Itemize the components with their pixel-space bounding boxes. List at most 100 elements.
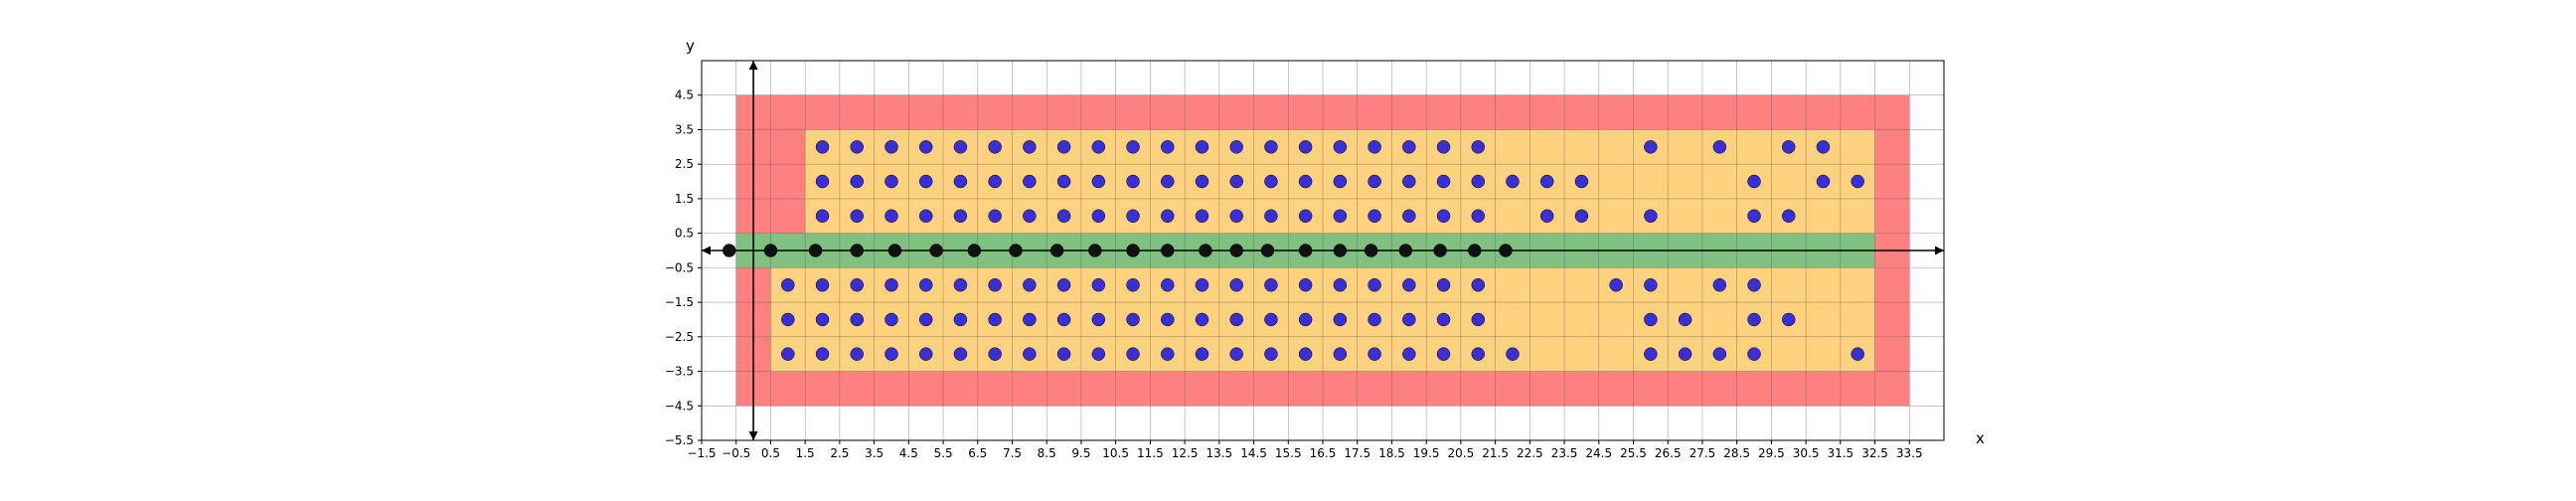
y-tick-labels: −5.5 −4.5 −3.5 −2.5 −1.5 −0.5 0.5 1.5 2.5 3.5 4.5 (665, 88, 702, 447)
x-tick-label: 14.5 (1240, 446, 1267, 460)
data-point (1260, 244, 1275, 257)
data-point (815, 140, 830, 154)
data-point (1712, 277, 1727, 292)
data-point (1368, 140, 1381, 154)
data-point (1023, 312, 1037, 327)
data-point (1126, 244, 1140, 257)
x-tick-label: 15.5 (1275, 446, 1302, 460)
data-point (1471, 209, 1485, 224)
data-point (1161, 209, 1175, 224)
data-point (1747, 209, 1761, 224)
x-tick-label: 0.5 (761, 446, 780, 460)
data-point (1402, 140, 1416, 154)
data-point (815, 312, 830, 327)
x-tick-label: 10.5 (1102, 446, 1129, 460)
data-point (1161, 244, 1175, 257)
data-point (1747, 277, 1761, 292)
data-point (885, 174, 898, 189)
data-point (1161, 347, 1175, 361)
y-tick-label: −3.5 (665, 365, 694, 379)
data-point (1298, 209, 1313, 224)
data-point (1333, 312, 1348, 327)
y-axis-arrow-down (748, 431, 758, 440)
data-point (1851, 174, 1864, 189)
data-point (1091, 209, 1106, 224)
data-point (1333, 209, 1348, 224)
data-point (1712, 347, 1727, 361)
data-point (781, 312, 795, 327)
data-point (1499, 244, 1513, 257)
y-tick-label: −0.5 (665, 260, 694, 274)
x-tick-label: 25.5 (1620, 446, 1647, 460)
data-point (1539, 174, 1554, 189)
data-point (723, 244, 736, 257)
data-point (953, 174, 968, 189)
data-point (1161, 174, 1175, 189)
data-point (1229, 277, 1243, 292)
data-point (1264, 312, 1278, 327)
data-point (918, 209, 933, 224)
y-axis-arrow-up (748, 61, 758, 70)
data-point (1436, 209, 1451, 224)
data-point (1023, 140, 1037, 154)
data-point (1023, 277, 1037, 292)
data-point (1161, 277, 1175, 292)
data-point (1091, 312, 1106, 327)
data-point (1056, 174, 1071, 189)
data-point (1436, 140, 1451, 154)
data-point (1298, 140, 1313, 154)
data-point (1195, 347, 1209, 361)
data-point (988, 140, 1002, 154)
x-tick-label: 13.5 (1206, 446, 1232, 460)
x-tick-label: −0.5 (722, 446, 750, 460)
data-point (1229, 347, 1243, 361)
data-point (887, 244, 902, 257)
x-tick-label: 12.5 (1172, 446, 1199, 460)
data-point (1333, 277, 1348, 292)
data-point (1023, 347, 1037, 361)
data-point (1091, 277, 1106, 292)
data-point (1364, 244, 1378, 257)
data-point (1023, 174, 1037, 189)
y-tick-label: 0.5 (675, 227, 694, 241)
data-point (988, 174, 1002, 189)
data-point (1368, 277, 1381, 292)
data-point (815, 277, 830, 292)
x-tick-label: 27.5 (1690, 446, 1716, 460)
data-point (1195, 312, 1209, 327)
data-point (1506, 174, 1520, 189)
data-point (1644, 347, 1658, 361)
data-point (1747, 174, 1761, 189)
x-tick-label: 2.5 (830, 446, 849, 460)
y-tick-label: −1.5 (665, 295, 694, 309)
data-point (885, 277, 898, 292)
data-point (781, 347, 795, 361)
data-point (1782, 140, 1796, 154)
x-tick-label: 28.5 (1723, 446, 1750, 460)
data-point (988, 347, 1002, 361)
data-point (1678, 312, 1692, 327)
data-point (1782, 312, 1796, 327)
data-point (1091, 347, 1106, 361)
data-point (953, 140, 968, 154)
data-point (1264, 277, 1278, 292)
data-point (1229, 174, 1243, 189)
data-point (1471, 277, 1485, 292)
axes-layer (702, 61, 1944, 440)
data-point (1436, 312, 1451, 327)
data-point (1368, 209, 1381, 224)
data-point (885, 312, 898, 327)
x-tick-label: 17.5 (1344, 446, 1370, 460)
data-point (1195, 140, 1209, 154)
x-tick-label: 22.5 (1517, 446, 1543, 460)
data-point (953, 347, 968, 361)
data-point (885, 347, 898, 361)
data-point (1199, 244, 1212, 257)
data-point (850, 347, 864, 361)
data-point (1333, 140, 1348, 154)
data-point (815, 347, 830, 361)
data-point (1402, 209, 1416, 224)
data-point (815, 174, 830, 189)
x-tick-label: 6.5 (968, 446, 987, 460)
